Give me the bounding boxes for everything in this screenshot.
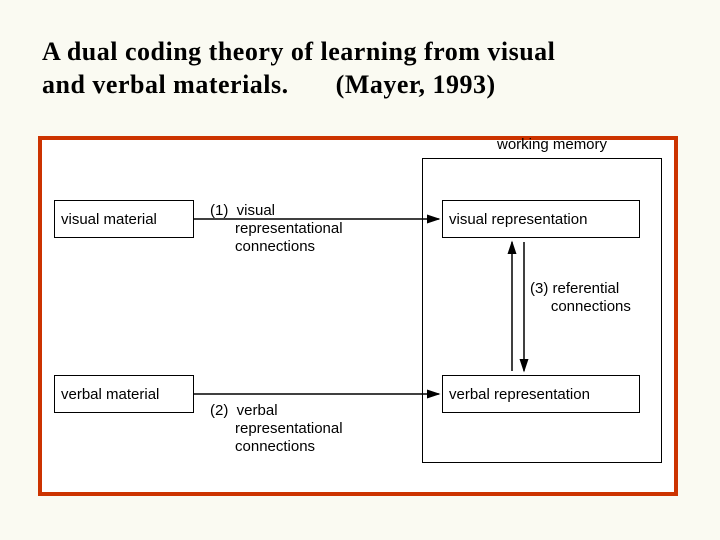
page-title: A dual coding theory of learning from vi… [42,36,660,101]
verbal-material-label: verbal material [61,386,159,403]
verbal-representation-node: verbal representation [442,375,640,413]
diagram-frame: working memory visual material verbal ma… [38,136,678,496]
connection-2-label: (2) verbal representational connections [210,402,343,456]
title-line1: A dual coding theory of learning from vi… [42,37,555,66]
title-citation: (Mayer, 1993) [336,69,496,102]
visual-material-node: visual material [54,200,194,238]
visual-representation-node: visual representation [442,200,640,238]
visual-representation-label: visual representation [449,211,587,228]
verbal-representation-label: verbal representation [449,386,590,403]
visual-material-label: visual material [61,211,157,228]
verbal-material-node: verbal material [54,375,194,413]
working-memory-label: working memory [497,136,607,154]
connection-1-label: (1) visual representational connections [210,202,343,256]
title-line2: and verbal materials. [42,70,289,99]
connection-3-label: (3) referential connections [530,280,631,316]
diagram-canvas: working memory visual material verbal ma… [42,140,674,492]
